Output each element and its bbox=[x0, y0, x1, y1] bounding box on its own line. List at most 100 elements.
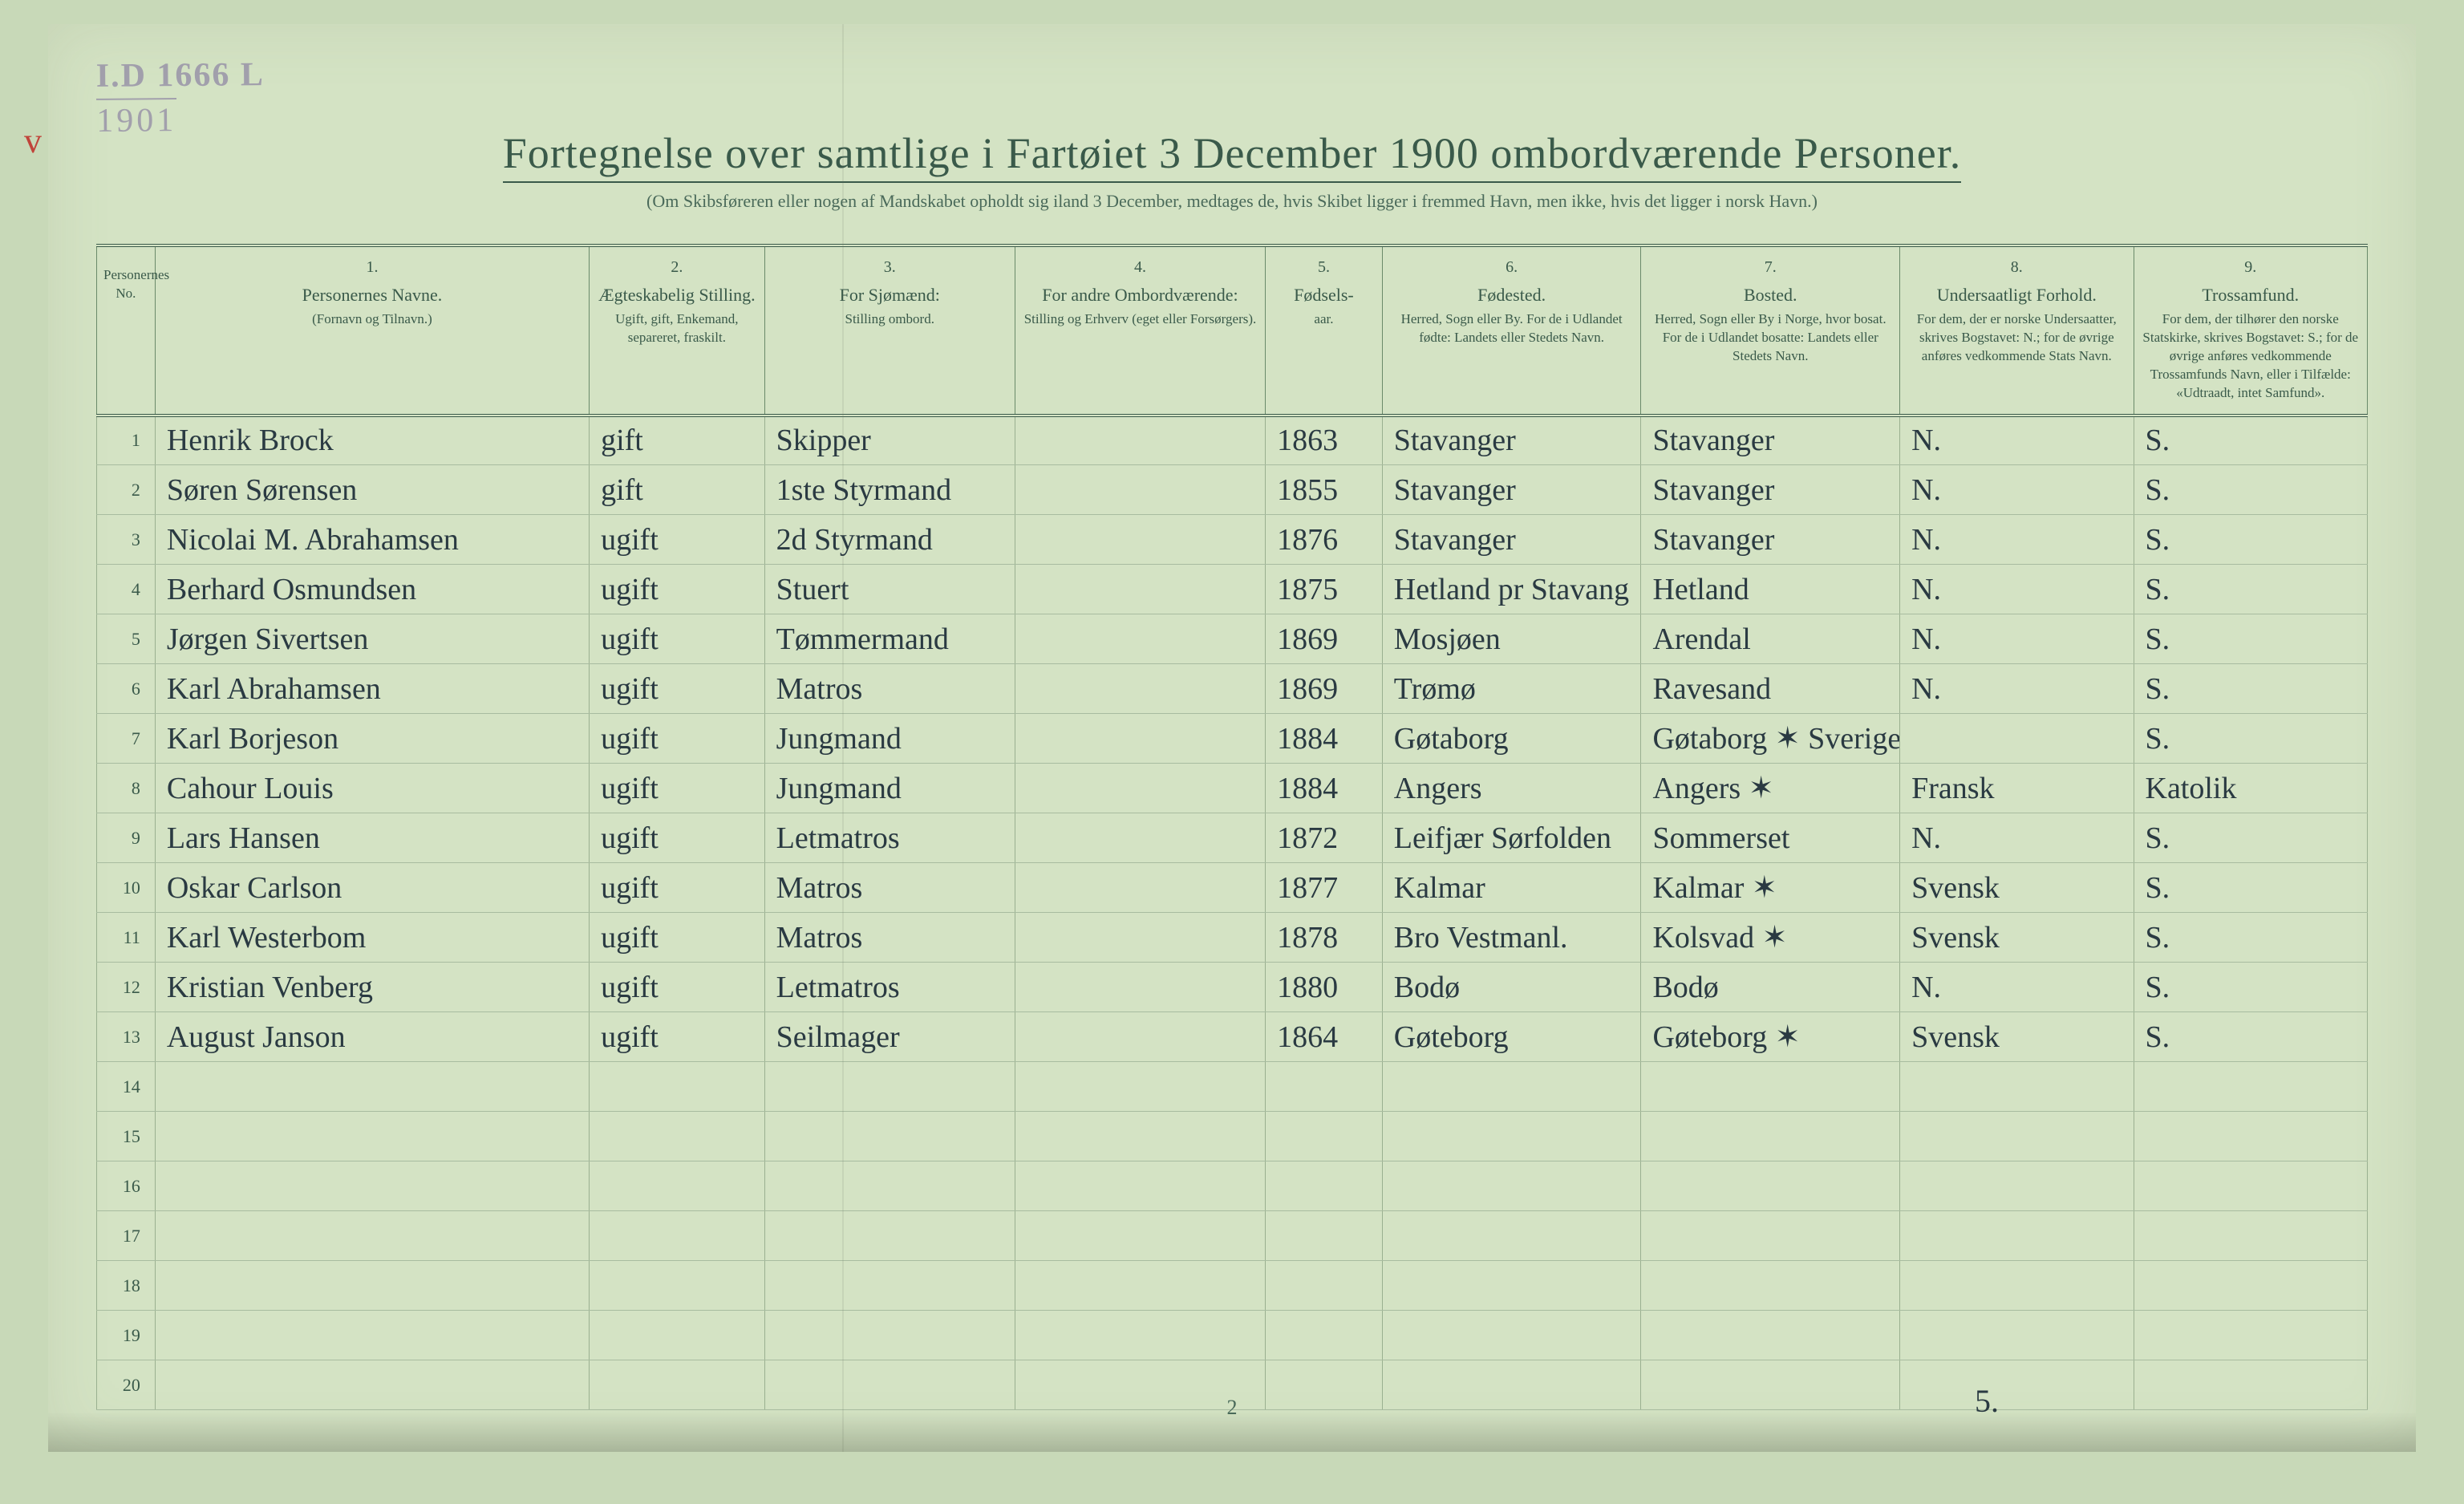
column-title: Fødested. bbox=[1389, 285, 1635, 306]
cell-name: Henrik Brock bbox=[155, 416, 589, 465]
cell-ombord: Letmatros bbox=[764, 963, 1015, 1012]
cell-empty: 17 bbox=[97, 1211, 156, 1261]
census-table: Personernes No.1.Personernes Navne.(Forn… bbox=[96, 244, 2368, 1410]
cell-empty bbox=[1015, 1311, 1265, 1360]
page-subtitle: (Om Skibsføreren eller nogen af Mandskab… bbox=[48, 191, 2416, 212]
cell-name: Jørgen Sivertsen bbox=[155, 614, 589, 664]
cell-fodested: Stavanger bbox=[1382, 465, 1641, 515]
cell-ombord: Seilmager bbox=[764, 1012, 1015, 1062]
cell-empty bbox=[1641, 1311, 1900, 1360]
cell-aar: 1855 bbox=[1266, 465, 1383, 515]
cell-fodested: Mosjøen bbox=[1382, 614, 1641, 664]
column-title: Undersaatligt Forhold. bbox=[1907, 285, 2126, 306]
table-row: 9Lars HansenugiftLetmatros1872Leifjær Sø… bbox=[97, 813, 2368, 863]
cell-bosted: Sommerset bbox=[1641, 813, 1900, 863]
cell-stilling: gift bbox=[590, 416, 765, 465]
cell-andre bbox=[1015, 913, 1265, 963]
cell-under: N. bbox=[1900, 963, 2134, 1012]
cell-tros: Katolik bbox=[2134, 764, 2368, 813]
cell-tros: S. bbox=[2134, 1012, 2368, 1062]
table-row: 4Berhard OsmundsenugiftStuert1875Hetland… bbox=[97, 565, 2368, 614]
table-row-empty: 19 bbox=[97, 1311, 2368, 1360]
cell-tros: S. bbox=[2134, 863, 2368, 913]
table-row-empty: 15 bbox=[97, 1112, 2368, 1161]
cell-empty bbox=[1641, 1161, 1900, 1211]
census-page: I.D 1666 L 1901 v Fortegnelse over samtl… bbox=[48, 24, 2416, 1452]
cell-stilling: ugift bbox=[590, 515, 765, 565]
cell-empty bbox=[155, 1261, 589, 1311]
cell-empty bbox=[1015, 1261, 1265, 1311]
cell-n: 2 bbox=[97, 465, 156, 515]
cell-andre bbox=[1015, 863, 1265, 913]
cell-empty bbox=[2134, 1161, 2368, 1211]
cell-tros: S. bbox=[2134, 813, 2368, 863]
cell-empty bbox=[1382, 1360, 1641, 1410]
cell-empty bbox=[1266, 1211, 1383, 1261]
cell-empty: 20 bbox=[97, 1360, 156, 1410]
cell-stilling: ugift bbox=[590, 664, 765, 714]
cell-empty bbox=[590, 1311, 765, 1360]
column-number: 6. bbox=[1389, 258, 1635, 277]
cell-andre bbox=[1015, 813, 1265, 863]
cell-name: August Janson bbox=[155, 1012, 589, 1062]
column-header-3: 3.For Sjømænd:Stilling ombord. bbox=[764, 245, 1015, 416]
cell-stilling: ugift bbox=[590, 764, 765, 813]
cell-ombord: Matros bbox=[764, 863, 1015, 913]
column-header-9: 9.Trossamfund.For dem, der tilhører den … bbox=[2134, 245, 2368, 416]
column-subtitle: Herred, Sogn eller By. For de i Udlandet… bbox=[1389, 310, 1635, 347]
cell-empty bbox=[1382, 1261, 1641, 1311]
cell-n: 6 bbox=[97, 664, 156, 714]
column-subtitle: aar. bbox=[1272, 310, 1376, 329]
cell-stilling: ugift bbox=[590, 963, 765, 1012]
column-subtitle: Personernes No. bbox=[103, 266, 148, 303]
table-row: 8Cahour LouisugiftJungmand1884AngersAnge… bbox=[97, 764, 2368, 813]
page-fold bbox=[842, 24, 844, 1452]
table-row: 10Oskar CarlsonugiftMatros1877KalmarKalm… bbox=[97, 863, 2368, 913]
cell-aar: 1872 bbox=[1266, 813, 1383, 863]
column-subtitle: For dem, der er norske Undersaatter, skr… bbox=[1907, 310, 2126, 366]
cell-empty bbox=[1266, 1360, 1383, 1410]
cell-tros: S. bbox=[2134, 614, 2368, 664]
cell-under: Svensk bbox=[1900, 1012, 2134, 1062]
cell-bosted: Stavanger bbox=[1641, 465, 1900, 515]
cell-empty bbox=[155, 1161, 589, 1211]
column-number: 7. bbox=[1647, 258, 1893, 277]
cell-stilling: ugift bbox=[590, 565, 765, 614]
table-row-empty: 18 bbox=[97, 1261, 2368, 1311]
cell-ombord: Matros bbox=[764, 664, 1015, 714]
column-subtitle: For dem, der tilhører den norske Statski… bbox=[2141, 310, 2361, 403]
cell-tros: S. bbox=[2134, 465, 2368, 515]
cell-bosted: Stavanger bbox=[1641, 416, 1900, 465]
cell-name: Søren Sørensen bbox=[155, 465, 589, 515]
cell-bosted: Angers ✶ bbox=[1641, 764, 1900, 813]
cell-stilling: ugift bbox=[590, 1012, 765, 1062]
table-row: 13August JansonugiftSeilmager1864Gøtebor… bbox=[97, 1012, 2368, 1062]
column-header-8: 8.Undersaatligt Forhold.For dem, der er … bbox=[1900, 245, 2134, 416]
cell-empty: 18 bbox=[97, 1261, 156, 1311]
cell-ombord: Jungmand bbox=[764, 764, 1015, 813]
cell-aar: 1869 bbox=[1266, 664, 1383, 714]
cell-aar: 1880 bbox=[1266, 963, 1383, 1012]
cell-empty bbox=[1015, 1211, 1265, 1261]
cell-fodested: Gøteborg bbox=[1382, 1012, 1641, 1062]
cell-andre bbox=[1015, 465, 1265, 515]
column-header-5: 5.Fødsels-aar. bbox=[1266, 245, 1383, 416]
cell-empty bbox=[2134, 1360, 2368, 1410]
cell-empty bbox=[1382, 1112, 1641, 1161]
column-number: 3. bbox=[772, 258, 1008, 277]
census-table-wrap: Personernes No.1.Personernes Navne.(Forn… bbox=[96, 244, 2368, 1410]
cell-fodested: Leifjær Sørfolden bbox=[1382, 813, 1641, 863]
cell-empty bbox=[1015, 1112, 1265, 1161]
cell-tros: S. bbox=[2134, 963, 2368, 1012]
cell-empty bbox=[764, 1211, 1015, 1261]
cell-empty bbox=[1900, 1112, 2134, 1161]
cell-empty bbox=[764, 1062, 1015, 1112]
cell-ombord: 2d Styrmand bbox=[764, 515, 1015, 565]
cell-under: N. bbox=[1900, 664, 2134, 714]
cell-bosted: Stavanger bbox=[1641, 515, 1900, 565]
cell-andre bbox=[1015, 515, 1265, 565]
cell-n: 13 bbox=[97, 1012, 156, 1062]
cell-empty bbox=[1266, 1112, 1383, 1161]
cell-fodested: Stavanger bbox=[1382, 416, 1641, 465]
cell-ombord: Matros bbox=[764, 913, 1015, 963]
